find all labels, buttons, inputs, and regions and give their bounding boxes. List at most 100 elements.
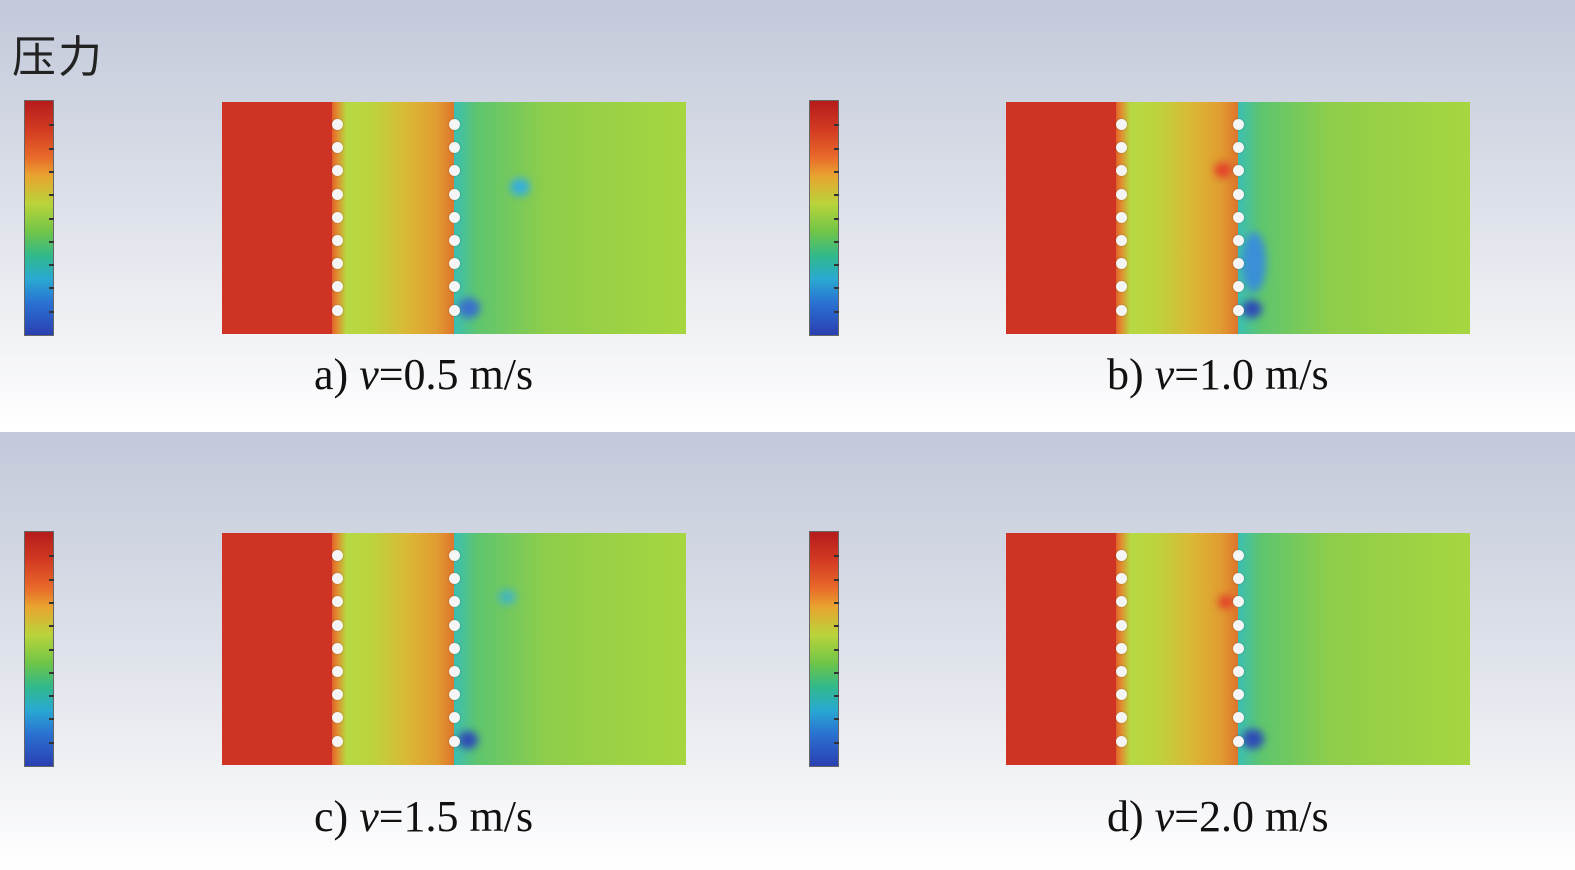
tube-hole <box>332 119 343 130</box>
colorbar-tick <box>834 264 839 267</box>
colorbar-tick <box>834 671 839 674</box>
caption-variable: v <box>1154 350 1175 399</box>
colorbar-tick <box>49 194 54 197</box>
colorbar-tick <box>49 671 54 674</box>
tube-hole <box>332 596 343 608</box>
tube-hole <box>449 642 460 654</box>
tube-hole <box>449 619 460 631</box>
low-pressure-spot <box>498 589 516 605</box>
colorbar-tick <box>49 124 54 127</box>
tube-hole <box>1233 119 1244 130</box>
colorbar-tick <box>834 310 839 313</box>
colorbar-tick <box>49 718 54 721</box>
tube-hole <box>1233 304 1244 316</box>
tube-hole <box>1116 689 1127 701</box>
caption-label: a) <box>314 350 360 399</box>
tube-hole <box>449 165 460 177</box>
inter-row-region <box>344 102 454 334</box>
tube-hole <box>449 281 460 293</box>
contour-panel-c <box>222 533 686 765</box>
colorbar-tick <box>834 601 839 604</box>
caption-label: d) <box>1107 792 1155 841</box>
tube-hole <box>1116 304 1127 316</box>
tube-hole <box>1233 258 1244 270</box>
caption-variable: v <box>1154 792 1175 841</box>
tube-hole <box>1233 165 1244 177</box>
upstream-high-pressure-region <box>222 533 332 765</box>
downstream-region <box>454 533 686 765</box>
colorbar-tick <box>49 170 54 173</box>
contour-panel-d <box>1006 533 1470 765</box>
colorbar-tick <box>834 170 839 173</box>
caption-value: =1.0 m/s <box>1174 350 1329 399</box>
colorbar-tick <box>49 741 54 744</box>
tube-hole <box>1116 119 1127 130</box>
caption-d: d) v=2.0 m/s <box>1107 795 1329 839</box>
legend-title: 压力 <box>12 32 104 83</box>
colorbar-tick <box>834 648 839 651</box>
caption-label: b) <box>1107 350 1155 399</box>
tube-hole <box>1233 619 1244 631</box>
caption-value: =0.5 m/s <box>378 350 534 399</box>
tube-hole <box>1233 235 1244 246</box>
colorbar-tick <box>834 124 839 127</box>
downstream-region <box>1238 533 1470 765</box>
tube-hole <box>332 281 343 293</box>
inter-row-region <box>1128 533 1238 765</box>
tube-hole <box>1116 666 1127 677</box>
tube-hole <box>1233 596 1244 608</box>
colorbar-d <box>809 531 839 767</box>
colorbar-tick <box>49 147 54 150</box>
colorbar-tick <box>49 310 54 313</box>
tube-hole <box>1233 573 1244 585</box>
colorbar-tick <box>49 240 54 243</box>
colorbar-tick <box>49 217 54 220</box>
caption-value: =1.5 m/s <box>378 792 534 841</box>
tube-hole <box>449 596 460 608</box>
caption-a: a) v=0.5 m/s <box>314 353 533 397</box>
tube-hole <box>332 735 343 747</box>
tube-hole <box>332 211 343 223</box>
colorbar-tick <box>49 578 54 581</box>
colorbar-tick <box>834 718 839 721</box>
tube-hole <box>332 258 343 270</box>
inter-row-region <box>1128 102 1238 334</box>
low-pressure-spot <box>510 178 530 196</box>
colorbar-tick <box>49 287 54 290</box>
colorbar-tick <box>834 578 839 581</box>
colorbar-tick <box>834 240 839 243</box>
colorbar-b <box>809 100 839 336</box>
tube-hole <box>1116 619 1127 631</box>
colorbar-tick <box>49 555 54 558</box>
tube-hole <box>1116 735 1127 747</box>
low-pressure-spot <box>458 298 480 318</box>
colorbar-tick <box>834 287 839 290</box>
tube-hole <box>1116 550 1127 561</box>
high-pressure-spot <box>1218 595 1234 609</box>
tube-hole <box>1116 142 1127 154</box>
tube-hole <box>1233 712 1244 724</box>
caption-label: c) <box>314 792 360 841</box>
colorbar-tick <box>834 147 839 150</box>
tube-hole <box>1233 188 1244 200</box>
tube-hole <box>1233 550 1244 561</box>
low-pressure-spot <box>1242 232 1266 292</box>
tube-hole <box>1116 211 1127 223</box>
colorbar-tick <box>834 695 839 698</box>
low-pressure-spot <box>1242 300 1262 318</box>
tube-hole <box>449 211 460 223</box>
tube-hole <box>1116 165 1127 177</box>
tube-hole <box>332 188 343 200</box>
caption-b: b) v=1.0 m/s <box>1107 353 1329 397</box>
tube-hole <box>332 666 343 677</box>
tube-hole <box>1233 689 1244 701</box>
tube-hole <box>332 550 343 561</box>
tube-hole <box>332 619 343 631</box>
tube-hole <box>1116 712 1127 724</box>
tube-hole <box>1116 573 1127 585</box>
tube-hole <box>449 689 460 701</box>
colorbar-tick <box>834 555 839 558</box>
tube-hole <box>449 666 460 677</box>
colorbar-tick <box>834 741 839 744</box>
tube-hole <box>1116 235 1127 246</box>
